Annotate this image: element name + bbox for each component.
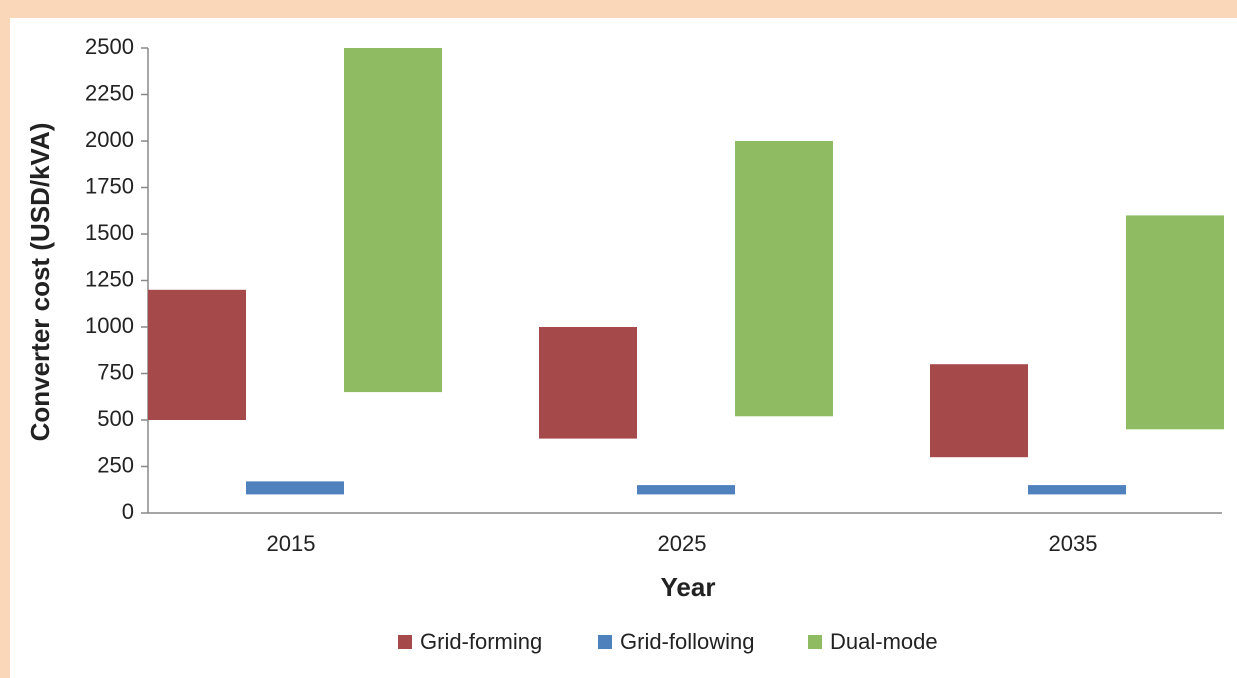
y-tick-label: 2250 [85, 80, 134, 105]
y-tick-label: 1250 [85, 266, 134, 291]
bar [539, 327, 637, 439]
y-tick-label: 1500 [85, 220, 134, 245]
x-axis-label: Year [661, 572, 716, 602]
y-tick-label: 750 [97, 359, 134, 384]
legend-label: Dual-mode [830, 629, 938, 654]
bar [344, 48, 442, 393]
legend-label: Grid-forming [420, 629, 542, 654]
y-tick-label: 1000 [85, 313, 134, 338]
bar [637, 485, 735, 495]
legend-swatch [398, 635, 412, 649]
y-axis-label: Converter cost (USD/kVA) [25, 123, 55, 442]
y-tick-label: 1750 [85, 173, 134, 198]
bar [735, 141, 833, 417]
x-tick-label: 2035 [1049, 531, 1098, 556]
bar [148, 289, 246, 420]
bar [1126, 215, 1224, 430]
y-tick-label: 500 [97, 406, 134, 431]
legend-swatch [598, 635, 612, 649]
bar [930, 364, 1028, 458]
y-tick-label: 2000 [85, 127, 134, 152]
x-tick-label: 2015 [267, 531, 316, 556]
bar [246, 481, 344, 495]
y-tick-label: 2500 [85, 34, 134, 59]
y-tick-label: 250 [97, 452, 134, 477]
legend-label: Grid-following [620, 629, 755, 654]
bar [1028, 485, 1126, 495]
legend-swatch [808, 635, 822, 649]
y-tick-label: 0 [122, 499, 134, 524]
x-tick-label: 2025 [658, 531, 707, 556]
